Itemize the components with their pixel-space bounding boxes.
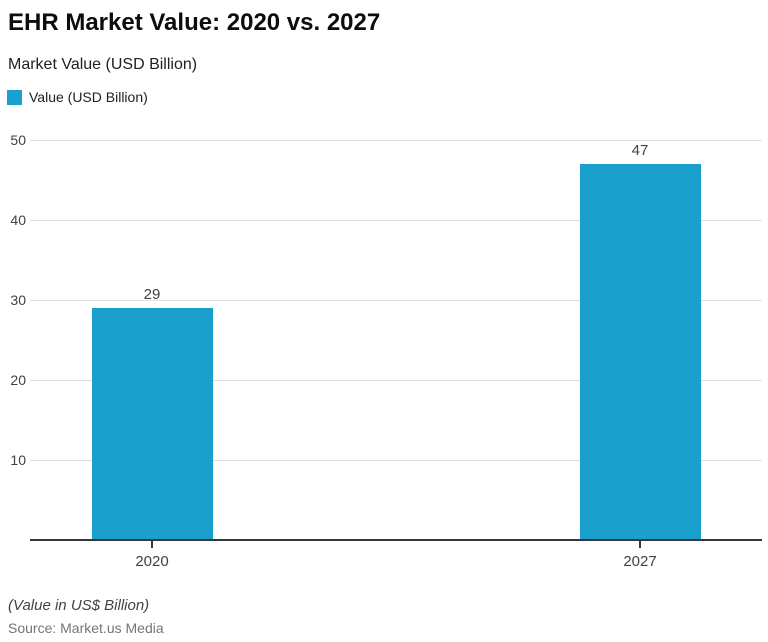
- legend-item-label[interactable]: Value (USD Billion): [29, 89, 148, 105]
- x-axis-label: 2020: [135, 553, 169, 570]
- gridline: [30, 140, 762, 141]
- bar-value-label: 29: [143, 286, 161, 303]
- x-axis-label: 2027: [623, 553, 657, 570]
- y-axis-label: 40: [10, 212, 26, 228]
- gridline: [30, 380, 762, 381]
- y-axis-label: 10: [10, 452, 26, 468]
- legend: Value (USD Billion): [7, 89, 148, 105]
- bar-2027[interactable]: [579, 164, 701, 539]
- footer-source: Source: Market.us Media: [8, 620, 164, 636]
- gridline: [30, 300, 762, 301]
- x-axis-tick: [639, 541, 641, 548]
- y-axis-label: 30: [10, 292, 26, 308]
- y-axis-label: 50: [10, 132, 26, 148]
- x-axis-tick: [151, 541, 153, 548]
- bar-value-label: 47: [631, 142, 649, 159]
- gridline: [30, 460, 762, 461]
- chart-subtitle: Market Value (USD Billion): [8, 56, 198, 73]
- gridline: [30, 220, 762, 221]
- legend-swatch-icon: [7, 89, 22, 105]
- chart-title: EHR Market Value: 2020 vs. 2027: [8, 9, 381, 36]
- footer-note: (Value in US$ Billion): [8, 597, 150, 614]
- y-axis-label: 20: [10, 372, 26, 388]
- bar-2020[interactable]: [91, 308, 213, 539]
- x-axis-line: [30, 539, 762, 541]
